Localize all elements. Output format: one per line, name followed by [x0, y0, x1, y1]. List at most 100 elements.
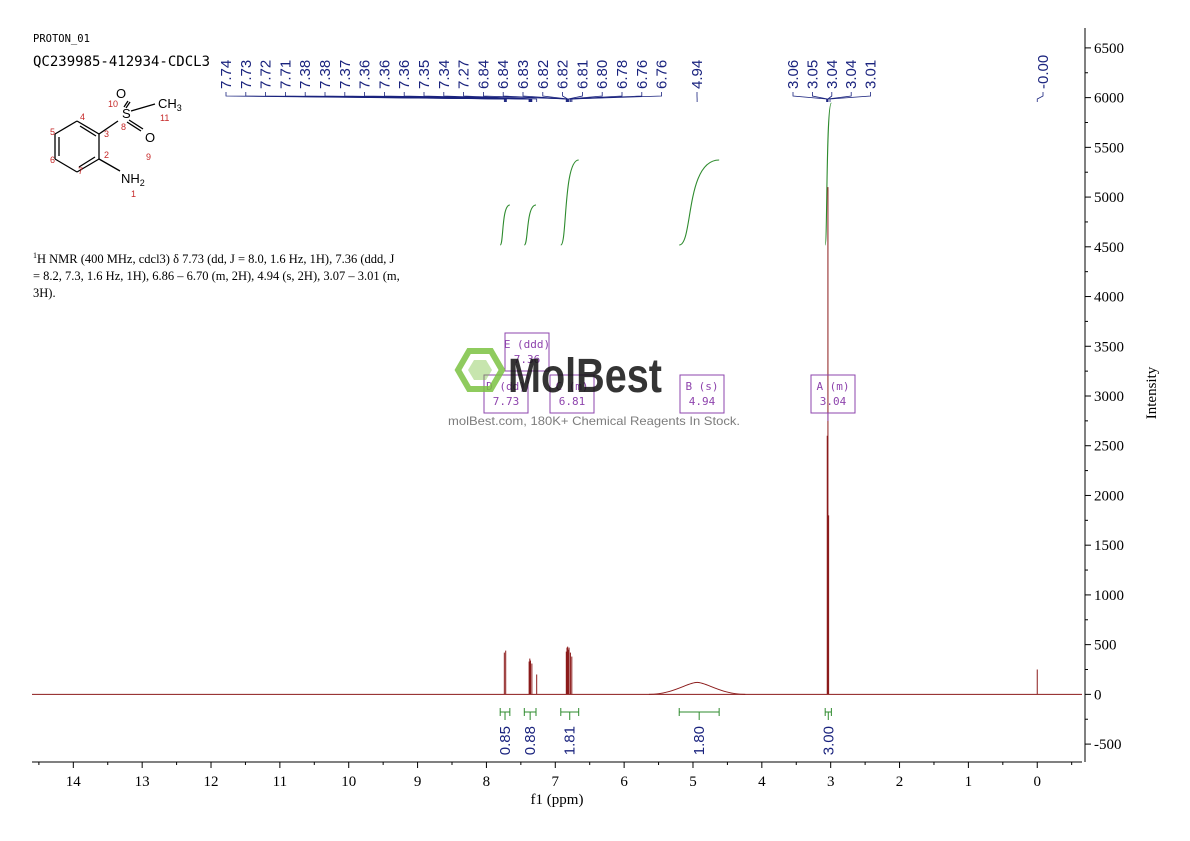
- multiplet-shift: 7.36: [514, 353, 541, 366]
- peak-shift-label: 6.80: [594, 60, 611, 89]
- peak-shift-label: 7.36: [396, 60, 413, 89]
- x-tick-label: 4: [758, 774, 766, 790]
- atom-number-5: 5: [50, 127, 55, 137]
- x-tick-label: 3: [827, 774, 835, 790]
- atom-s: S: [122, 106, 131, 121]
- integral-layer: 0.85 0.88 1.81 1.80 3.00: [497, 708, 837, 755]
- peak-leader-line: [463, 92, 538, 102]
- x-tick-label: 2: [896, 774, 904, 790]
- y-tick-label: 6000: [1094, 91, 1124, 107]
- peak-shift-label: 7.38: [297, 60, 314, 89]
- peak-shift-label: 7.38: [317, 60, 334, 89]
- watermark: MolBest molBest.com, 180K+ Chemical Reag…: [448, 348, 740, 428]
- x-tick-label: 5: [689, 774, 697, 790]
- molbest-logo-icon: [454, 348, 506, 392]
- multiplet-box: [679, 374, 725, 414]
- y-tick-label: 2000: [1094, 488, 1124, 504]
- peak-shift-label: 6.83: [515, 60, 532, 89]
- x-tick-label: 0: [1033, 774, 1041, 790]
- watermark-brand: MolBest: [508, 350, 662, 403]
- integral-curve: [678, 159, 720, 246]
- multiplet-shift: 4.94: [689, 395, 716, 408]
- peak-leader-line: [571, 92, 662, 102]
- peak-label-layer: 7.74 7.73 7.72 7.71 7.38 7.38 7.37 7.36 7.36 7.36…: [218, 55, 1052, 102]
- multiplet-box: [483, 374, 529, 414]
- multiplet-label: E (ddd): [504, 338, 550, 351]
- peak-shift-label: 6.81: [574, 60, 591, 89]
- peak-leader-line: [502, 92, 567, 102]
- peak-shift-label: 3.01: [863, 60, 880, 89]
- y-axis-title: Intensity: [1144, 366, 1160, 419]
- atom-number-2: 2: [104, 150, 109, 160]
- integral-value: 1.80: [691, 726, 708, 755]
- peak-shift-label: 6.82: [535, 60, 552, 89]
- peak-shift-label: 7.35: [416, 60, 433, 89]
- peak-shift-label: 7.36: [376, 60, 393, 89]
- peak-shift-label: 3.06: [785, 60, 802, 89]
- y-tick-label: 5000: [1094, 190, 1124, 206]
- x-tick-label: 14: [66, 774, 82, 790]
- atom-number-11: 11: [160, 113, 169, 123]
- peak-leader-line: [562, 92, 569, 102]
- integral-value: 0.85: [497, 726, 514, 755]
- peak-shift-label: 7.73: [238, 60, 255, 89]
- x-tick-label: 12: [204, 774, 219, 790]
- peak-leader-line: [829, 92, 871, 102]
- peak-shift-label: 6.76: [654, 60, 671, 89]
- peak-leader-line: [443, 92, 533, 102]
- x-tick-label: 8: [483, 774, 491, 790]
- peak-leader-line: [570, 92, 623, 102]
- y-tick-label: 3000: [1094, 389, 1124, 405]
- integral-value: 3.00: [820, 726, 837, 755]
- y-tick-label: 4500: [1094, 240, 1124, 256]
- multiplet-shift: 6.81: [559, 395, 586, 408]
- spectrum-broad-peak: [648, 681, 746, 695]
- x-tick-label: 6: [620, 774, 628, 790]
- multiplet-label: C (m): [555, 380, 588, 393]
- multiplet-box: [810, 374, 856, 414]
- atom-number-6: 6: [50, 155, 55, 165]
- atom-o-bottom: O: [145, 130, 155, 145]
- peak-shift-label: 7.74: [218, 60, 235, 89]
- atom-number-10: 10: [108, 99, 118, 109]
- atom-o-top: O: [116, 86, 126, 101]
- peak-leader-line: [792, 92, 827, 102]
- integral-curve: [499, 204, 511, 246]
- nucleus-mark: 1: [33, 251, 37, 260]
- peak-leader-line: [1036, 92, 1044, 102]
- atom-number-9: 9: [146, 152, 151, 162]
- peak-shift-label: 3.04: [843, 60, 860, 89]
- integral-curve: [824, 102, 832, 246]
- peak-shift-label: 7.27: [456, 60, 473, 89]
- multiplet-box: [549, 374, 595, 414]
- x-tick-label: 11: [273, 774, 287, 790]
- peak-shift-label: -0.00: [1035, 55, 1052, 89]
- integral-value: 1.81: [562, 726, 579, 755]
- multiplet-label: B (s): [685, 380, 718, 393]
- atom-number-8: 8: [121, 122, 126, 132]
- peak-shift-label: 4.94: [689, 60, 706, 89]
- atom-ch3: CH3: [158, 96, 182, 113]
- x-tick-label: 9: [414, 774, 422, 790]
- x-tick-label: 10: [341, 774, 356, 790]
- y-tick-label: 6500: [1094, 41, 1124, 57]
- multiplet-shift: 3.04: [820, 395, 847, 408]
- peak-leader-line: [522, 92, 568, 102]
- peak-shift-label: 7.71: [277, 60, 294, 89]
- x-axis-title: f1 (ppm): [531, 792, 584, 808]
- x-tick-label: 1: [965, 774, 973, 790]
- y-tick-label: -500: [1094, 737, 1122, 753]
- peak-shift-label: 7.36: [357, 60, 374, 89]
- peak-shift-label: 3.05: [804, 60, 821, 89]
- nmr-summary-body: H NMR (400 MHz, cdcl3) δ 7.73 (dd, J = 8…: [33, 252, 400, 301]
- chemical-structure: [54, 100, 156, 173]
- peak-leader-line: [568, 92, 603, 102]
- multiplet-label: A (m): [816, 380, 849, 393]
- multiplet-box: [504, 332, 550, 372]
- peak-shift-label: 6.84: [475, 60, 492, 89]
- peak-leader-line: [827, 92, 852, 102]
- integral-value: 0.88: [522, 726, 539, 755]
- peak-shift-label: 3.04: [824, 60, 841, 89]
- peak-shift-label: 6.84: [495, 60, 512, 89]
